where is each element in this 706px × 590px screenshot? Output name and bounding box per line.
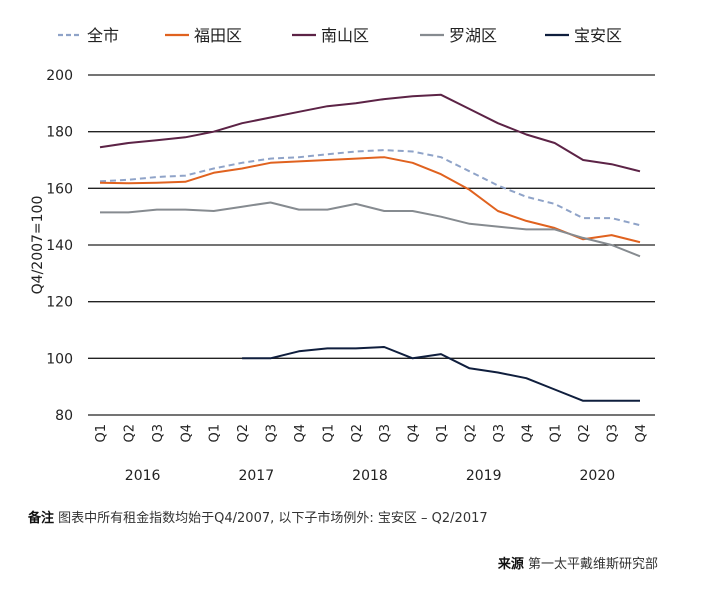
x-tick-label: Q4 xyxy=(634,424,649,443)
x-tick-label: Q1 xyxy=(208,424,223,443)
legend-label: 福田区 xyxy=(194,26,242,45)
x-tick-label: Q3 xyxy=(378,424,393,443)
y-tick-label: 140 xyxy=(46,238,73,254)
year-label: 2018 xyxy=(352,468,388,484)
year-label: 2017 xyxy=(238,468,274,484)
legend-label: 宝安区 xyxy=(574,26,622,45)
source-label: 来源 xyxy=(497,557,524,572)
x-tick-label: Q1 xyxy=(549,424,564,443)
series-line-0 xyxy=(99,149,641,227)
y-tick-label: 100 xyxy=(46,351,73,367)
y-tick-label: 160 xyxy=(46,181,73,197)
x-tick-label: Q2 xyxy=(236,424,251,443)
x-tick-label: Q2 xyxy=(577,424,592,443)
x-tick-label: Q2 xyxy=(122,424,137,443)
legend-label: 全市 xyxy=(87,26,119,45)
series-line-4 xyxy=(242,346,640,402)
x-tick-label: Q3 xyxy=(151,424,166,443)
x-tick-label: Q4 xyxy=(293,424,308,443)
legend-label: 罗湖区 xyxy=(449,26,497,45)
x-tick-label: Q2 xyxy=(463,424,478,443)
x-tick-label: Q1 xyxy=(94,424,109,443)
series-line-2 xyxy=(99,93,641,173)
x-tick-label: Q4 xyxy=(520,424,535,443)
year-label: 2016 xyxy=(125,468,161,484)
year-label: 2020 xyxy=(580,468,616,484)
y-tick-label: 180 xyxy=(46,125,73,141)
y-tick-label: 80 xyxy=(55,408,73,424)
chart-source: 来源 第一太平戴维斯研究部 xyxy=(498,553,658,572)
x-tick-label: Q4 xyxy=(407,424,422,443)
y-tick-label: 200 xyxy=(46,68,73,84)
chart-note: 备注 图表中所有租金指数均始于Q4/2007, 以下子市场例外: 宝安区 – Q… xyxy=(28,507,488,526)
legend-label: 南山区 xyxy=(321,26,369,45)
line-chart: 80 100 120 140 160 180 200 Q4/2007=100 Q1 Q2 Q3 Q4 Q… xyxy=(30,26,655,484)
x-tick-label: Q1 xyxy=(321,424,336,443)
note-text: 图表中所有租金指数均始于Q4/2007, 以下子市场例外: 宝安区 – Q2/2… xyxy=(58,511,488,526)
y-axis-label: Q4/2007=100 xyxy=(30,196,46,295)
x-tick-label: Q3 xyxy=(606,424,621,443)
note-label: 备注 xyxy=(28,511,55,526)
series-line-1 xyxy=(99,156,641,244)
x-tick-label: Q2 xyxy=(350,424,365,443)
source-text: 第一太平戴维斯研究部 xyxy=(527,557,658,572)
x-tick-label: Q3 xyxy=(265,424,280,443)
series-line-3 xyxy=(100,201,641,258)
year-label: 2019 xyxy=(466,468,502,484)
x-tick-label: Q4 xyxy=(179,424,194,443)
x-tick-label: Q1 xyxy=(435,424,450,443)
x-tick-label: Q3 xyxy=(492,424,507,443)
y-tick-label: 120 xyxy=(46,295,73,311)
